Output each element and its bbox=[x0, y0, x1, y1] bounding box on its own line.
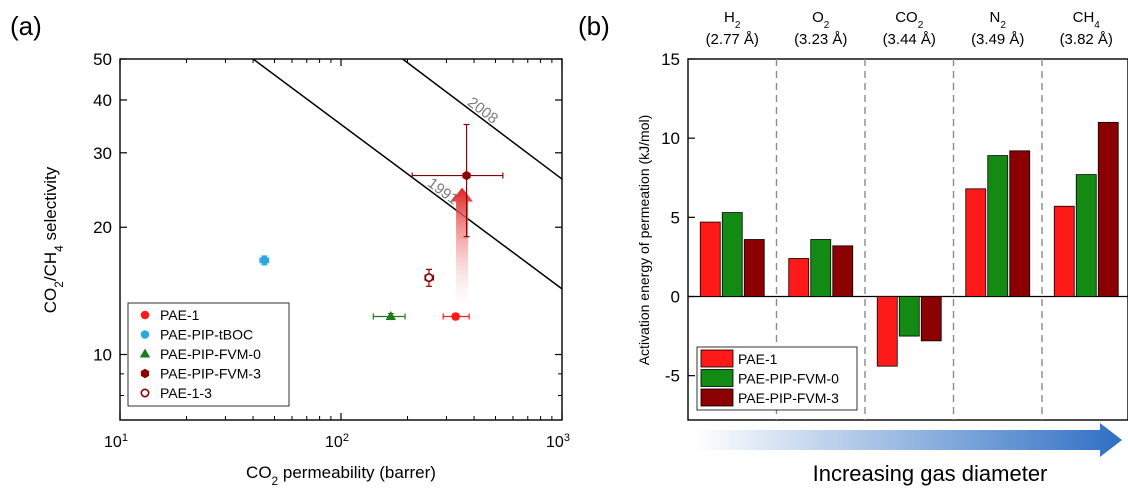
increasing-diameter-arrow bbox=[695, 423, 1122, 457]
data-point-PAE-PIP-tBOC bbox=[140, 330, 150, 339]
panel-b-y-tick-label: 5 bbox=[671, 208, 680, 227]
data-point-PAE-1 bbox=[140, 310, 150, 320]
panel-b-label: (b) bbox=[578, 11, 610, 41]
panel-a-x-tick-label: 101 bbox=[104, 432, 128, 451]
bar-PAE-PIP-FVM-0-CO2 bbox=[898, 296, 920, 337]
improvement-arrow bbox=[451, 187, 474, 309]
panel-b-y-tick-label: 15 bbox=[661, 50, 680, 69]
legend-swatch-PAE-PIP-FVM-3 bbox=[700, 388, 734, 407]
data-point-PAE-1-3 bbox=[424, 273, 434, 283]
panel-a-y-tick-label: 50 bbox=[93, 50, 112, 69]
panel-a-y-tick-label: 30 bbox=[93, 144, 112, 163]
panel-a-x-axis-label: CO2 permeability (barrer) bbox=[246, 463, 436, 488]
data-point-PAE-1-3 bbox=[140, 388, 150, 398]
data-point-PAE-1 bbox=[451, 312, 460, 321]
category-diameter-label: (3.82 Å) bbox=[1060, 31, 1113, 48]
legend-label-PAE-PIP-tBOC: PAE-PIP-tBOC bbox=[160, 327, 253, 343]
panel-a-x-tick-label: 103 bbox=[546, 432, 570, 451]
data-point-PAE-PIP-tBOC bbox=[260, 256, 269, 265]
legend-swatch-PAE-1 bbox=[700, 349, 734, 368]
bar-PAE-PIP-FVM-3-CH4 bbox=[1097, 121, 1119, 297]
legend-label-PAE-1: PAE-1 bbox=[738, 351, 778, 367]
panel-a-y-tick-label: 40 bbox=[93, 91, 112, 110]
panel-a-label: (a) bbox=[10, 11, 42, 41]
legend-label-PAE-PIP-FVM-0: PAE-PIP-FVM-0 bbox=[160, 346, 261, 362]
upper-bound-line-2008 bbox=[402, 58, 563, 180]
legend-label-PAE-1-3: PAE-1-3 bbox=[160, 385, 212, 401]
panel-b-y-axis-label: Activation energy of permeation (kJ/mol) bbox=[636, 115, 652, 366]
panel-a-scatter: (a) 101 102 103 10 20 30 40 50 1991 2008 PAE-1 P… bbox=[10, 11, 570, 488]
panel-b-y-tick-label: 10 bbox=[661, 129, 680, 148]
upper-bound-label-1991: 1991 bbox=[424, 175, 461, 209]
legend-label-PAE-PIP-FVM-3: PAE-PIP-FVM-3 bbox=[738, 390, 839, 406]
bar-PAE-PIP-FVM-0-O2 bbox=[810, 239, 832, 297]
panel-a-x-tick-label: 102 bbox=[325, 432, 349, 451]
legend-label-PAE-PIP-FVM-0: PAE-PIP-FVM-0 bbox=[738, 371, 839, 387]
bar-PAE-1-H2 bbox=[699, 221, 721, 297]
panel-b-y-tick-label: 0 bbox=[671, 288, 680, 307]
panel-a-y-tick-label: 20 bbox=[93, 218, 112, 237]
bar-PAE-1-CO2 bbox=[876, 296, 898, 367]
data-point-PAE-PIP-FVM-3 bbox=[462, 170, 471, 181]
data-point-PAE-PIP-FVM-0 bbox=[139, 348, 151, 358]
upper-bound-label-2008: 2008 bbox=[464, 94, 501, 128]
bar-PAE-PIP-FVM-3-CO2 bbox=[920, 296, 942, 342]
category-gas-label: O2 bbox=[812, 9, 830, 31]
bar-PAE-PIP-FVM-3-N2 bbox=[1009, 150, 1031, 297]
panel-a-y-tick-label: 10 bbox=[93, 346, 112, 365]
category-gas-label: N2 bbox=[990, 9, 1007, 31]
bar-PAE-PIP-FVM-0-N2 bbox=[987, 155, 1009, 297]
increasing-gas-diameter-label: Increasing gas diameter bbox=[813, 461, 1048, 486]
category-diameter-label: (3.23 Å) bbox=[794, 31, 847, 48]
bar-PAE-PIP-FVM-0-H2 bbox=[721, 212, 743, 297]
legend-label-PAE-PIP-FVM-3: PAE-PIP-FVM-3 bbox=[160, 366, 261, 382]
bar-PAE-PIP-FVM-3-H2 bbox=[743, 239, 765, 297]
bar-PAE-1-CH4 bbox=[1053, 205, 1075, 297]
panel-b-frame bbox=[687, 58, 1128, 421]
category-gas-label: CO2 bbox=[895, 9, 924, 31]
category-diameter-label: (2.77 Å) bbox=[706, 31, 759, 48]
category-gas-label: CH4 bbox=[1073, 9, 1101, 31]
upper-bound-line-1991 bbox=[252, 58, 563, 290]
bar-PAE-PIP-FVM-0-CH4 bbox=[1075, 174, 1097, 297]
data-point-PAE-PIP-FVM-3 bbox=[140, 368, 150, 379]
panel-b-y-tick-label: -5 bbox=[665, 367, 680, 386]
legend-swatch-PAE-PIP-FVM-0 bbox=[700, 369, 734, 387]
data-point-PAE-PIP-FVM-0 bbox=[385, 311, 396, 321]
bar-PAE-PIP-FVM-3-O2 bbox=[832, 245, 854, 297]
bar-PAE-1-N2 bbox=[965, 188, 987, 297]
category-gas-label: H2 bbox=[724, 9, 741, 31]
panel-a-legend-box bbox=[127, 302, 290, 407]
bar-PAE-1-O2 bbox=[788, 258, 810, 297]
category-diameter-label: (3.49 Å) bbox=[971, 31, 1024, 48]
panel-a-y-axis-label: CO2/CH4 selectivity bbox=[41, 166, 66, 313]
category-diameter-label: (3.44 Å) bbox=[883, 31, 936, 48]
legend-label-PAE-1: PAE-1 bbox=[160, 307, 200, 323]
